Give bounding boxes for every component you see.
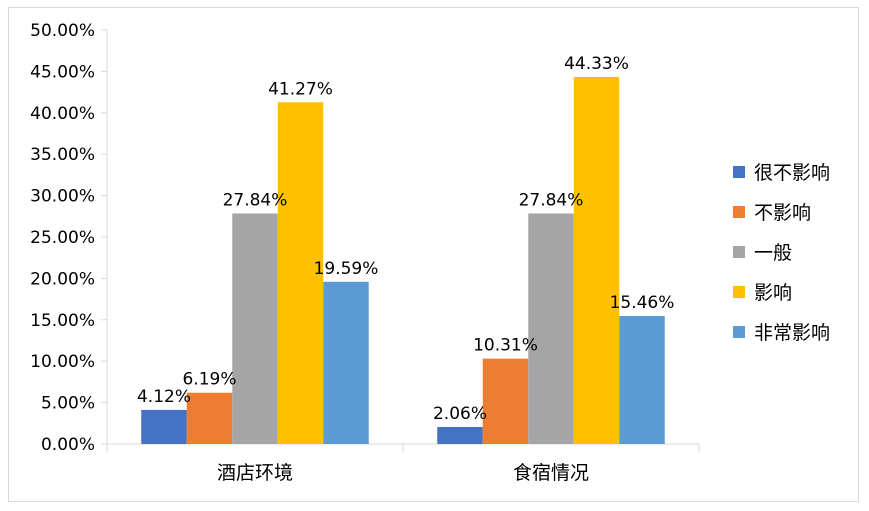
bar [232,213,278,444]
y-tick-label: 40.00% [30,104,95,124]
data-label: 2.06% [433,404,487,424]
x-category-label: 酒店环境 [217,462,293,484]
bar [323,281,369,444]
legend-label: 非常影响 [754,322,830,344]
bar [482,358,529,444]
chart-bars [141,76,665,445]
legend-label: 不影响 [754,202,811,224]
legend-swatch [733,246,745,258]
y-tick-label: 25.00% [30,228,95,248]
bar [528,213,574,444]
legend-swatch [733,326,745,338]
legend-swatch [733,286,745,298]
bar [573,76,620,444]
y-tick-label: 30.00% [30,187,95,207]
chart-axes: 0.00% 5.00% 10.00% 15.00% 20.00% 25.00% 30.00%… [30,21,700,484]
y-tick-label: 35.00% [30,145,95,165]
data-label: 19.59% [314,259,379,279]
y-tick-label: 10.00% [30,352,95,372]
data-label: 4.12% [137,387,191,407]
y-tick-label: 45.00% [30,62,95,82]
bar [437,426,483,444]
data-label: 15.46% [610,293,675,313]
y-tick-label: 15.00% [30,311,95,331]
y-tick-label: 20.00% [30,269,95,289]
y-tick-label: 50.00% [30,21,95,41]
bar [277,102,324,445]
bar [619,315,665,444]
bar [141,409,187,444]
legend-label: 一般 [754,242,792,264]
data-label: 41.27% [268,79,333,99]
legend-label: 影响 [754,282,792,304]
data-label: 27.84% [519,190,584,210]
data-label: 10.31% [473,336,538,356]
data-label: 6.19% [182,370,236,390]
data-label: 27.84% [223,190,288,210]
x-category-label: 食宿情况 [513,462,589,484]
bar [186,392,233,444]
legend-swatch [733,166,745,178]
legend-swatch [733,206,745,218]
legend-label: 很不影响 [754,162,830,184]
y-tick-label: 5.00% [41,394,95,414]
y-tick-label: 0.00% [41,435,95,455]
data-label: 44.33% [564,54,629,74]
data-labels: 4.12% 2.06% 6.19% 10.31% 27.84% 27.84% 41.27% 4… [137,54,674,424]
